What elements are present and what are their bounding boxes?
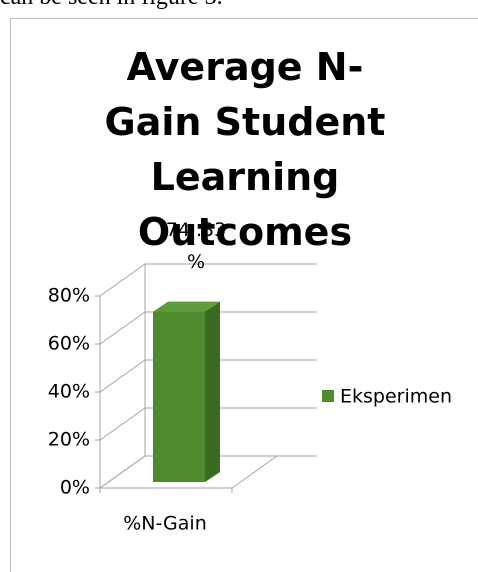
y-tick-label: 80%	[48, 285, 90, 307]
grid-line	[99, 407, 317, 441]
y-tick-label: 20%	[48, 429, 90, 451]
caption: can be seen in figure 3.	[0, 0, 223, 11]
bar-top	[153, 301, 220, 312]
legend-swatch	[322, 390, 334, 402]
grid-line	[99, 311, 317, 345]
y-tick-label: 0%	[60, 477, 90, 499]
y-tick-label: 40%	[48, 381, 90, 403]
bar-side	[205, 301, 220, 482]
legend-label: Eksperimen	[340, 386, 452, 408]
value-label: 74 .33 %	[165, 219, 227, 273]
grid-line	[99, 455, 317, 489]
x-tick-label: %N-Gain	[123, 513, 207, 535]
chart-title: Average N-Gain Student Learning Outcomes	[104, 45, 386, 254]
grid-line	[99, 263, 317, 297]
grid-line	[99, 359, 317, 393]
chart-frame	[10, 18, 478, 572]
bar	[153, 311, 205, 482]
y-tick-label: 60%	[48, 333, 90, 355]
